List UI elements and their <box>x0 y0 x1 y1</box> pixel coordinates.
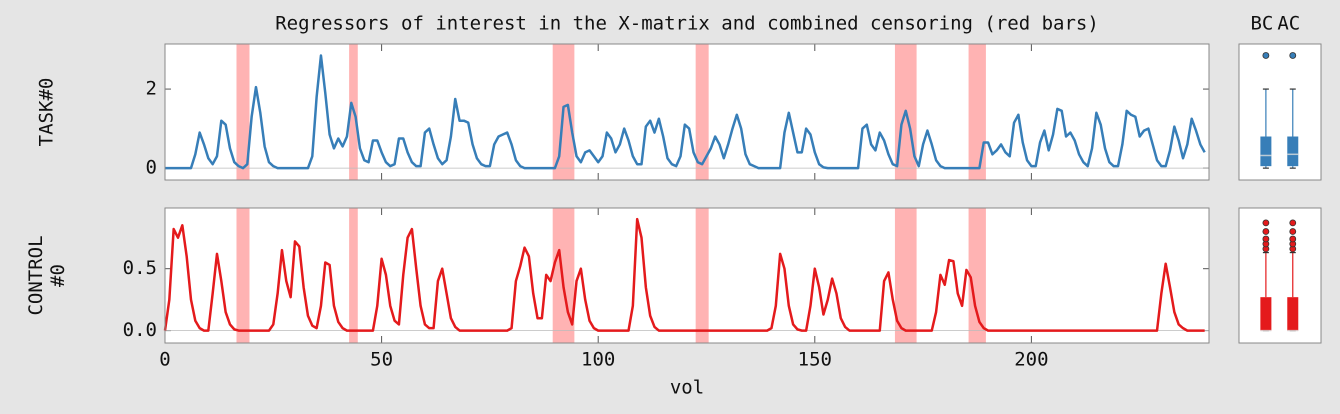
censor-bar <box>894 208 917 343</box>
plot-border <box>1238 43 1322 181</box>
x-tick-label: 50 <box>370 349 393 371</box>
x-tick-label: 200 <box>1014 349 1048 371</box>
censor-bar <box>695 44 709 180</box>
plot-area <box>165 44 1209 180</box>
plot-border <box>164 207 1210 344</box>
censor-bar <box>236 208 250 343</box>
box-flier <box>1289 235 1297 243</box>
x-tick-label: 100 <box>581 349 615 371</box>
box-flier <box>1262 235 1270 243</box>
plot-area <box>1239 44 1321 180</box>
y-tick-label: 0 <box>146 157 157 179</box>
censor-bar <box>968 208 986 343</box>
x-axis-label: vol <box>670 377 704 399</box>
x-tick-label: 0 <box>159 349 170 371</box>
plot-border <box>1238 207 1322 344</box>
box-flier <box>1289 52 1297 59</box>
censor-bar <box>968 44 986 180</box>
chart-title: Regressors of interest in the X-matrix a… <box>275 13 1099 35</box>
box-body <box>1287 136 1299 167</box>
plot-border <box>164 43 1210 181</box>
box-body <box>1287 297 1299 331</box>
box-flier <box>1262 219 1270 227</box>
y-axis-label: TASK#0 <box>36 78 58 147</box>
box-body <box>1260 136 1272 167</box>
y-axis-label: CONTROL#0 <box>25 235 69 315</box>
box-flier <box>1289 219 1297 227</box>
y-tick-label: 0.0 <box>123 319 157 341</box>
plot-area <box>165 208 1209 343</box>
censor-bar <box>695 208 709 343</box>
x-tick-label: 150 <box>798 349 832 371</box>
plot-area <box>1239 208 1321 343</box>
box-flier <box>1289 228 1297 235</box>
series-line <box>165 54 1206 170</box>
box-flier <box>1262 52 1270 59</box>
box-flier <box>1262 228 1270 235</box>
censor-bar <box>552 208 575 343</box>
y-tick-label: 0.5 <box>123 257 157 279</box>
censor-bar <box>236 44 250 180</box>
y-tick-label: 2 <box>146 78 157 100</box>
box-body <box>1260 297 1272 331</box>
box-category-label: BC <box>1250 13 1273 35</box>
series-line <box>163 217 1205 332</box>
censor-bar <box>349 208 358 343</box>
box-category-label: AC <box>1277 13 1300 35</box>
